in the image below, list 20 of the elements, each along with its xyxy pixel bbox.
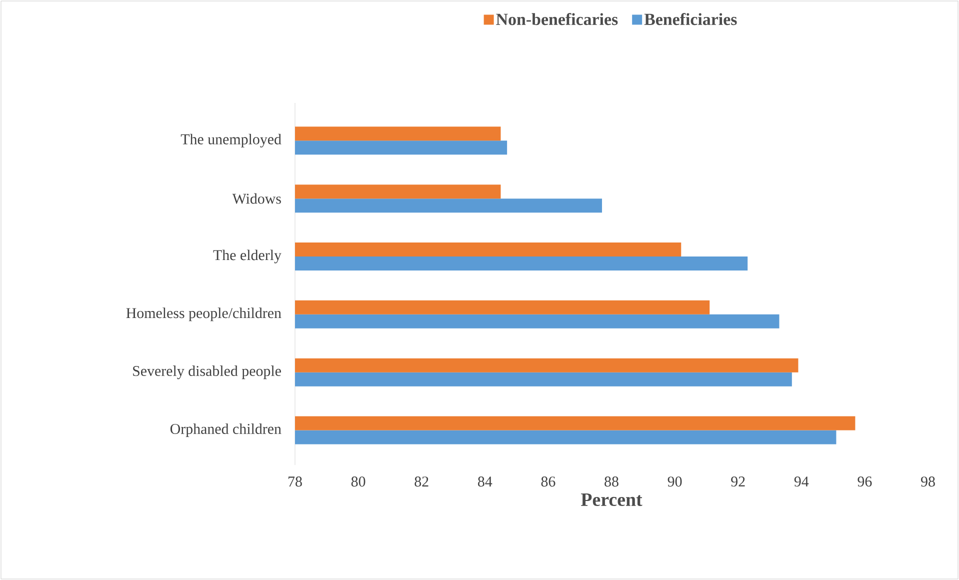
x-tick-label: 94 bbox=[794, 476, 809, 487]
y-tick-label: Homeless people/children bbox=[126, 308, 282, 322]
y-tick-label: The unemployed bbox=[180, 134, 282, 148]
x-tick-label: 84 bbox=[478, 476, 492, 487]
legend-label: Non-beneficaries bbox=[496, 12, 618, 26]
y-tick-label: The elderly bbox=[213, 250, 282, 264]
x-tick-label: 86 bbox=[541, 476, 556, 487]
x-tick-label: 88 bbox=[604, 476, 618, 487]
x-tick-label: 96 bbox=[858, 476, 872, 487]
x-tick-label: 90 bbox=[668, 476, 682, 487]
x-tick-label: 80 bbox=[351, 476, 366, 487]
x-tick-label: 82 bbox=[414, 476, 428, 487]
y-tick-label: Widows bbox=[232, 193, 281, 204]
y-tick-label: Orphaned children bbox=[170, 423, 282, 438]
x-axis-title: Percent bbox=[581, 493, 642, 506]
legend-label: Beneficiaries bbox=[644, 12, 737, 26]
x-tick-label: 98 bbox=[921, 476, 935, 487]
y-tick-label: Severely disabled people bbox=[133, 366, 281, 380]
x-tick-label: 92 bbox=[731, 476, 745, 487]
x-tick-label: 78 bbox=[288, 476, 302, 487]
